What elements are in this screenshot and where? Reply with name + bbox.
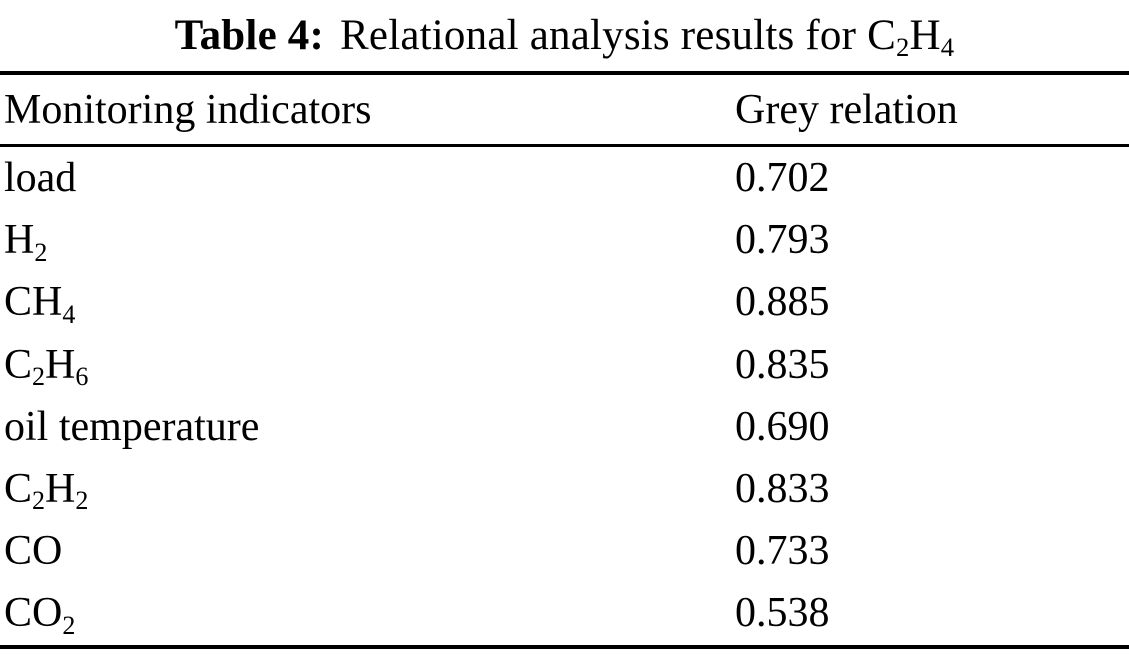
- table-header-row: Monitoring indicators Grey relation: [0, 75, 1129, 144]
- table-bottom-rule: [0, 644, 1129, 649]
- value-cell: 0.538: [735, 590, 830, 637]
- column-header-indicators: Monitoring indicators: [4, 86, 372, 133]
- table-caption-text: Relational analysis results for C2H4: [340, 12, 955, 63]
- value-cell: 0.885: [735, 279, 830, 326]
- indicator-cell: CO2: [4, 590, 76, 640]
- indicator-cell: oil temperature: [4, 403, 260, 450]
- indicator-cell: CH4: [4, 279, 76, 329]
- value-cell: 0.833: [735, 466, 830, 513]
- value-cell: 0.690: [735, 403, 830, 450]
- value-cell: 0.835: [735, 341, 830, 388]
- indicator-cell: CO: [4, 528, 63, 575]
- table-caption: Table 4: Relational analysis results for…: [0, 0, 1129, 71]
- table-caption-label: Table 4:: [174, 12, 325, 59]
- indicator-cell: H2: [4, 217, 48, 267]
- table-row: CO2 0.538: [0, 582, 1129, 644]
- table-mid-rule: [0, 144, 1129, 147]
- table-row: H2 0.793: [0, 209, 1129, 271]
- value-cell: 0.702: [735, 155, 830, 202]
- table-row: CO 0.733: [0, 520, 1129, 582]
- column-header-grey-relation: Grey relation: [735, 86, 958, 133]
- value-cell: 0.793: [735, 217, 830, 264]
- table-row: CH4 0.885: [0, 271, 1129, 333]
- value-cell: 0.733: [735, 528, 830, 575]
- indicator-cell: load: [4, 155, 77, 202]
- table-body: load 0.702 H2 0.793 CH4 0.885 C2H6 0.835…: [0, 147, 1129, 645]
- table-row: C2H2 0.833: [0, 458, 1129, 520]
- table-row: C2H6 0.835: [0, 334, 1129, 396]
- indicator-cell: C2H6: [4, 341, 89, 391]
- table-top-rule: [0, 71, 1129, 75]
- table-row: oil temperature 0.690: [0, 396, 1129, 458]
- indicator-cell: C2H2: [4, 466, 89, 516]
- table-row: load 0.702: [0, 147, 1129, 209]
